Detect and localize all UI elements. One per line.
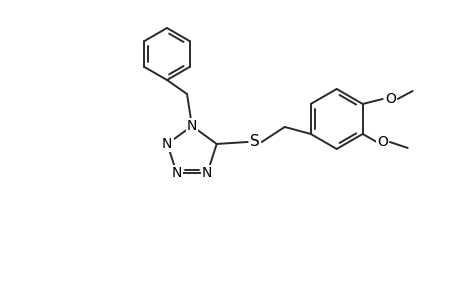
Text: N: N <box>162 137 172 151</box>
Text: S: S <box>249 134 259 149</box>
Text: N: N <box>202 166 212 180</box>
Text: O: O <box>376 135 387 149</box>
Text: N: N <box>186 119 197 133</box>
Text: O: O <box>385 92 395 106</box>
Text: N: N <box>171 166 181 180</box>
